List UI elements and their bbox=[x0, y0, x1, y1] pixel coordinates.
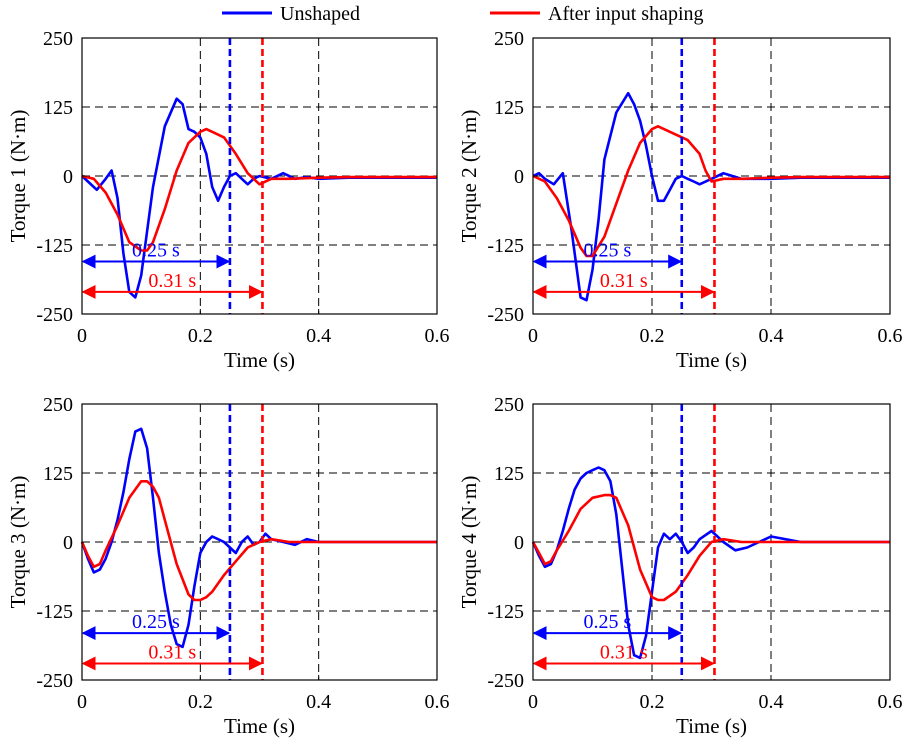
series-line-shaped bbox=[81, 127, 437, 252]
chart-panel-2: 0.25 s 0.31 s 0 0.2 0.4 0.6 -250 -125 0 125 250 Tim… bbox=[457, 28, 902, 372]
x-tick-label: 0 bbox=[528, 325, 538, 347]
x-tick-label: 0.6 bbox=[878, 325, 902, 347]
y-axis-label: Torque 2 (N·m) bbox=[457, 110, 481, 243]
y-tick-label: 0 bbox=[514, 166, 524, 188]
annotation-label: 0.25 s bbox=[132, 611, 180, 633]
y-tick-label: 250 bbox=[494, 394, 524, 416]
x-tick-label: 0.4 bbox=[759, 325, 784, 347]
y-tick-label: 250 bbox=[494, 28, 524, 50]
y-tick-label: -250 bbox=[487, 670, 524, 692]
annotation-label: 0.25 s bbox=[132, 240, 180, 262]
y-axis-label: Torque 1 (N·m) bbox=[6, 110, 30, 243]
y-tick-label: -125 bbox=[487, 235, 524, 257]
y-tick-label: -125 bbox=[36, 235, 73, 257]
y-tick-label: 0 bbox=[63, 166, 73, 188]
x-tick-label: 0.6 bbox=[878, 691, 902, 713]
x-axis-label: Time (s) bbox=[676, 714, 747, 738]
annotation-label: 0.31 s bbox=[600, 641, 648, 663]
x-tick-label: 0.6 bbox=[425, 325, 450, 347]
y-tick-label: 0 bbox=[63, 532, 73, 554]
x-tick-label: 0.2 bbox=[640, 325, 665, 347]
x-tick-label: 0.2 bbox=[188, 691, 213, 713]
y-tick-label: 0 bbox=[514, 532, 524, 554]
x-tick-label: 0 bbox=[77, 691, 87, 713]
y-tick-label: 250 bbox=[43, 28, 73, 50]
series-line-unshaped bbox=[532, 91, 890, 302]
series-line-shaped bbox=[80, 479, 437, 602]
y-tick-label: 125 bbox=[494, 97, 524, 119]
x-tick-label: 0.4 bbox=[306, 691, 331, 713]
legend-label-unshaped: Unshaped bbox=[280, 3, 360, 25]
x-tick-label: 0.2 bbox=[640, 691, 665, 713]
x-tick-label: 0.4 bbox=[759, 691, 784, 713]
y-tick-label: -125 bbox=[487, 601, 524, 623]
x-axis-label: Time (s) bbox=[224, 714, 295, 738]
x-axis-label: Time (s) bbox=[224, 348, 295, 372]
panels: 0.25 s 0.31 s 0 0.2 0.4 0.6 -250 -125 0 125 250 Tim… bbox=[6, 28, 902, 738]
y-tick-label: 125 bbox=[43, 463, 73, 485]
series-line-shaped bbox=[532, 125, 890, 258]
annotation-label: 0.31 s bbox=[148, 641, 196, 663]
y-tick-label: 250 bbox=[43, 394, 73, 416]
y-axis-label: Torque 4 (N·m) bbox=[457, 476, 481, 609]
x-axis-label: Time (s) bbox=[676, 348, 747, 372]
legend-label-shaped: After input shaping bbox=[548, 3, 704, 25]
x-tick-label: 0.2 bbox=[188, 325, 213, 347]
chart-panel-1: 0.25 s 0.31 s 0 0.2 0.4 0.6 -250 -125 0 125 250 Tim… bbox=[6, 28, 450, 372]
legend: Unshaped After input shaping bbox=[222, 3, 704, 25]
series-line-unshaped bbox=[81, 97, 437, 299]
y-axis-label: Torque 3 (N·m) bbox=[6, 476, 30, 609]
x-tick-label: 0.6 bbox=[425, 691, 450, 713]
annotation-label: 0.31 s bbox=[148, 270, 196, 292]
x-tick-label: 0.4 bbox=[306, 325, 331, 347]
annotation-label: 0.31 s bbox=[600, 270, 648, 292]
y-tick-label: 125 bbox=[494, 463, 524, 485]
series-line-shaped bbox=[531, 493, 890, 602]
y-tick-label: -125 bbox=[36, 601, 73, 623]
annotation-label: 0.25 s bbox=[583, 611, 631, 633]
chart-panel-3: 0.25 s 0.31 s 0 0.2 0.4 0.6 -250 -125 0 125 250 Tim… bbox=[6, 394, 450, 738]
x-tick-label: 0 bbox=[528, 691, 538, 713]
y-tick-label: 125 bbox=[43, 97, 73, 119]
y-tick-label: -250 bbox=[36, 304, 73, 326]
x-tick-label: 0 bbox=[77, 325, 87, 347]
chart-panel-4: 0.25 s 0.31 s 0 0.2 0.4 0.6 -250 -125 0 125 250 Tim… bbox=[457, 394, 902, 738]
annotation-label: 0.25 s bbox=[583, 240, 631, 262]
y-tick-label: -250 bbox=[487, 304, 524, 326]
y-tick-label: -250 bbox=[36, 670, 73, 692]
